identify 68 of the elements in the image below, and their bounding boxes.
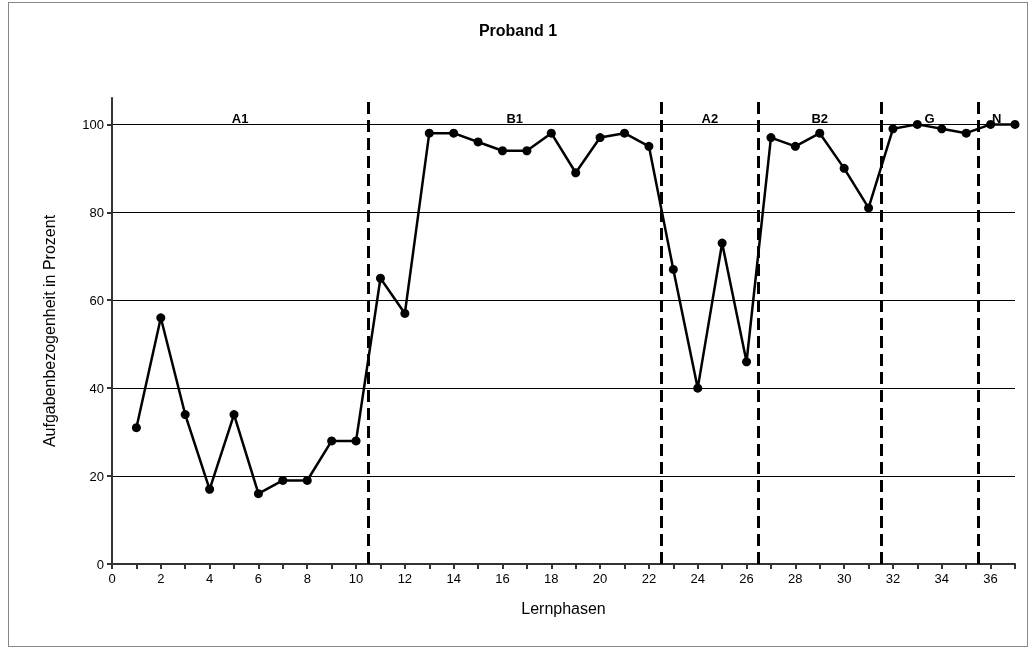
point (449, 128, 459, 138)
point (180, 410, 190, 420)
annotation: A2 (701, 110, 719, 126)
point (375, 273, 385, 283)
x-tick-label: 32 (885, 571, 901, 586)
point (742, 357, 752, 367)
point (644, 141, 654, 151)
x-tick-label: 20 (592, 571, 608, 586)
point (498, 146, 507, 156)
annotation: N (992, 110, 1002, 126)
point (1010, 119, 1020, 129)
x-tick-label: 4 (206, 571, 214, 586)
point (424, 128, 434, 138)
x-tick-label: 10 (348, 571, 364, 586)
annotation: G (924, 110, 935, 126)
point (888, 124, 898, 134)
point (961, 128, 971, 138)
point (400, 308, 410, 318)
x-tick-label: 14 (446, 571, 461, 586)
point (620, 128, 630, 138)
point (668, 264, 678, 274)
x-tick-label: 34 (934, 571, 950, 586)
point (473, 137, 483, 147)
point (522, 146, 532, 156)
annotation: B2 (811, 110, 829, 126)
y-tick-label: 80 (89, 204, 104, 220)
y-tick-label: 40 (89, 380, 104, 396)
y-tick-label: 60 (89, 292, 104, 308)
x-axis-title: Lernphasen (521, 599, 606, 617)
y-tick-label: 20 (89, 468, 104, 484)
point (131, 423, 141, 433)
x-tick-label: 0 (108, 571, 116, 586)
point (790, 141, 800, 151)
y-tick-label: 100 (82, 116, 104, 132)
x-tick-label: 26 (739, 571, 754, 586)
x-tick-label: 2 (157, 571, 165, 586)
point (693, 383, 703, 393)
point (571, 168, 581, 178)
x-tick-label: 36 (983, 571, 998, 586)
x-tick-label: 6 (254, 571, 263, 586)
x-tick-label: 24 (690, 571, 705, 586)
point (937, 124, 947, 134)
point (253, 489, 263, 499)
point (327, 436, 337, 446)
annotation: A1 (231, 110, 249, 126)
point (839, 163, 849, 173)
x-tick-label: 30 (836, 571, 852, 586)
x-tick-label: 22 (641, 571, 657, 586)
point (546, 128, 556, 138)
y-tick-label: 0 (96, 556, 104, 572)
point (351, 436, 361, 446)
x-tick-label: 8 (303, 571, 311, 586)
point (595, 133, 605, 143)
x-tick-label: 28 (788, 571, 803, 586)
point (864, 203, 874, 213)
chart-title: Proband 1 (478, 21, 558, 39)
x-tick-label: 18 (544, 571, 559, 586)
point (156, 313, 166, 323)
x-tick-label: 16 (495, 571, 510, 586)
point (766, 133, 776, 143)
point (717, 238, 727, 248)
y-axis-title: Aufgabenbezogenheit in Prozent (40, 214, 58, 448)
point (815, 128, 825, 138)
point (205, 484, 215, 494)
point (912, 119, 922, 129)
x-tick-label: 12 (397, 571, 413, 586)
annotation: B1 (506, 110, 523, 126)
point (229, 410, 239, 420)
